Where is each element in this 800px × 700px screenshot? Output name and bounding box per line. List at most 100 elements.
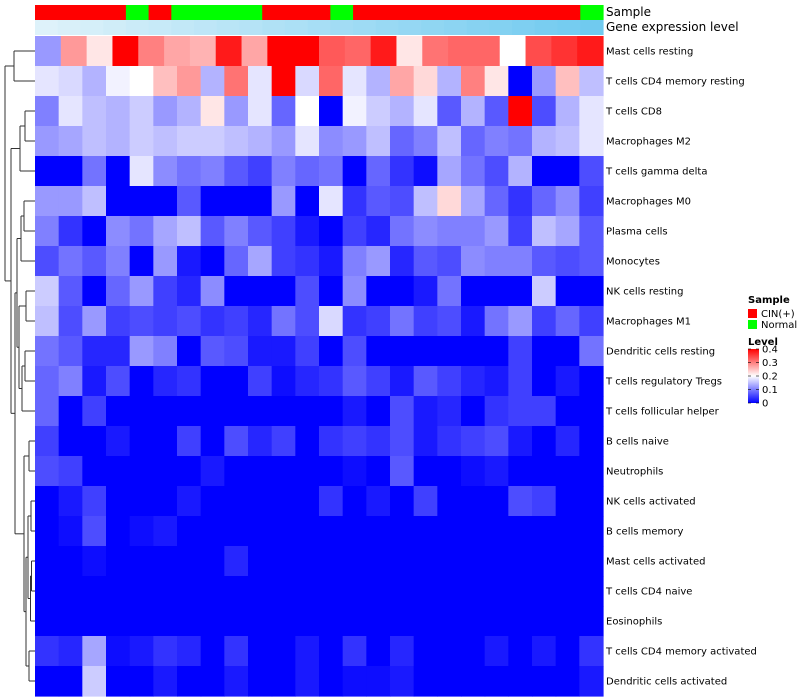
heatmap-cell-12-23 <box>579 396 604 427</box>
heatmap-cell-0-20 <box>551 36 578 67</box>
heatmap-cell-10-10 <box>271 336 296 367</box>
heatmap-cell-21-11 <box>295 666 320 697</box>
heatmap-cell-21-16 <box>413 666 438 697</box>
heatmap-cell-12-7 <box>200 396 225 427</box>
heatmap-cell-0-12 <box>344 36 372 67</box>
heatmap-cell-14-1 <box>58 456 83 487</box>
heatmap-cell-15-21 <box>532 486 557 517</box>
heatmap-cell-0-21 <box>577 36 604 67</box>
heatmap-cell-17-19 <box>484 546 509 577</box>
heatmap-cell-21-13 <box>342 666 367 697</box>
heatmap-cell-2-5 <box>153 96 178 127</box>
heatmap-cell-17-2 <box>82 546 107 577</box>
heatmap-cell-5-1 <box>58 186 83 217</box>
annotation-label-sample: Sample <box>606 5 651 19</box>
heatmap-cell-4-10 <box>271 156 296 187</box>
annotation-sample-17 <box>421 5 445 20</box>
heatmap-cell-2-0 <box>35 96 60 127</box>
heatmap-cell-6-9 <box>248 216 273 247</box>
annotation-gene-15 <box>375 20 400 35</box>
heatmap-cell-17-8 <box>224 546 249 577</box>
heatmap-cell-15-7 <box>200 486 225 517</box>
heatmap-cell-9-10 <box>271 306 296 337</box>
heatmap-cell-5-12 <box>319 186 344 217</box>
heatmap-cell-6-8 <box>224 216 249 247</box>
heatmap-cell-17-16 <box>413 546 438 577</box>
heatmap-cell-7-10 <box>271 246 296 277</box>
annotation-sample-13 <box>330 5 354 20</box>
heatmap-cell-6-12 <box>319 216 344 247</box>
heatmap-cell-21-12 <box>319 666 344 697</box>
annotation-sample-4 <box>125 5 150 20</box>
row-label-1: T cells CD4 memory resting <box>605 77 745 88</box>
heatmap-cell-19-17 <box>437 606 462 637</box>
annotation-gene-11 <box>284 20 309 35</box>
heatmap-cell-3-17 <box>437 126 462 157</box>
heatmap-cell-4-22 <box>555 156 580 187</box>
annotation-sample-6 <box>171 5 195 20</box>
heatmap-cell-8-22 <box>555 276 580 307</box>
annotation-gene-1 <box>57 20 82 35</box>
row-label-21: Dendritic cells activated <box>606 677 727 688</box>
heatmap-cell-10-16 <box>413 336 438 367</box>
heatmap-cell-17-5 <box>153 546 178 577</box>
heatmap-cell-18-11 <box>295 576 320 607</box>
heatmap-cell-12-2 <box>82 396 107 427</box>
heatmap-cell-2-2 <box>82 96 107 127</box>
heatmap-cell-2-19 <box>484 96 509 127</box>
heatmap-cell-9-9 <box>248 306 273 337</box>
heatmap-cell-20-11 <box>295 636 320 667</box>
heatmap-cell-12-20 <box>508 396 533 427</box>
heatmap-cell-1-15 <box>390 66 415 97</box>
heatmap-cell-13-18 <box>461 426 486 457</box>
heatmap-cell-13-22 <box>555 426 580 457</box>
heatmap-cell-7-4 <box>129 246 154 277</box>
heatmap-cell-21-9 <box>248 666 273 697</box>
heatmap-cell-21-5 <box>153 666 178 697</box>
heatmap-cell-2-7 <box>200 96 225 127</box>
annotation-gene-4 <box>125 20 150 35</box>
heatmap-cell-7-17 <box>437 246 462 277</box>
heatmap-cell-14-16 <box>413 456 438 487</box>
annotation-sample-24 <box>580 5 604 20</box>
heatmap-cell-8-16 <box>413 276 438 307</box>
legend-sample-title: Sample <box>748 295 790 306</box>
heatmap-cell-19-6 <box>177 606 202 637</box>
heatmap-cell-9-19 <box>484 306 509 337</box>
heatmap-cell-8-19 <box>484 276 509 307</box>
heatmap-cell-3-1 <box>58 126 83 157</box>
heatmap-cell-7-6 <box>177 246 202 277</box>
annotation-sample-14 <box>353 5 377 20</box>
heatmap-cell-5-15 <box>390 186 415 217</box>
heatmap-cell-2-13 <box>342 96 367 127</box>
heatmap-cell-18-0 <box>35 576 60 607</box>
heatmap-cell-11-20 <box>508 366 533 397</box>
heatmap-cell-13-15 <box>390 426 415 457</box>
heatmap-cell-10-3 <box>106 336 131 367</box>
heatmap-cell-3-5 <box>153 126 178 157</box>
heatmap-cell-15-9 <box>248 486 273 517</box>
heatmap-cell-6-4 <box>129 216 154 247</box>
heatmap-cell-16-21 <box>532 516 557 547</box>
heatmap-cell-20-4 <box>129 636 154 667</box>
heatmap-cell-5-0 <box>35 186 60 217</box>
heatmap-cell-1-13 <box>342 66 367 97</box>
heatmap-cell-11-10 <box>271 366 296 397</box>
heatmap-cell-2-1 <box>58 96 83 127</box>
heatmap-cell-17-22 <box>555 546 580 577</box>
heatmap-cell-17-12 <box>319 546 344 577</box>
heatmap-cell-15-17 <box>437 486 462 517</box>
heatmap-cell-3-16 <box>413 126 438 157</box>
heatmap-cell-9-21 <box>532 306 557 337</box>
heatmap-cell-7-14 <box>366 246 391 277</box>
heatmap-cell-6-3 <box>106 216 131 247</box>
heatmap-cell-15-20 <box>508 486 533 517</box>
annotation-gene-8 <box>216 20 241 35</box>
row-label-17: Mast cells activated <box>606 557 705 568</box>
heatmap-cell-5-7 <box>200 186 225 217</box>
heatmap-cell-3-20 <box>508 126 533 157</box>
annotation-gene-3 <box>103 20 127 35</box>
row-dendrogram <box>4 50 35 682</box>
heatmap-cell-9-12 <box>319 306 344 337</box>
